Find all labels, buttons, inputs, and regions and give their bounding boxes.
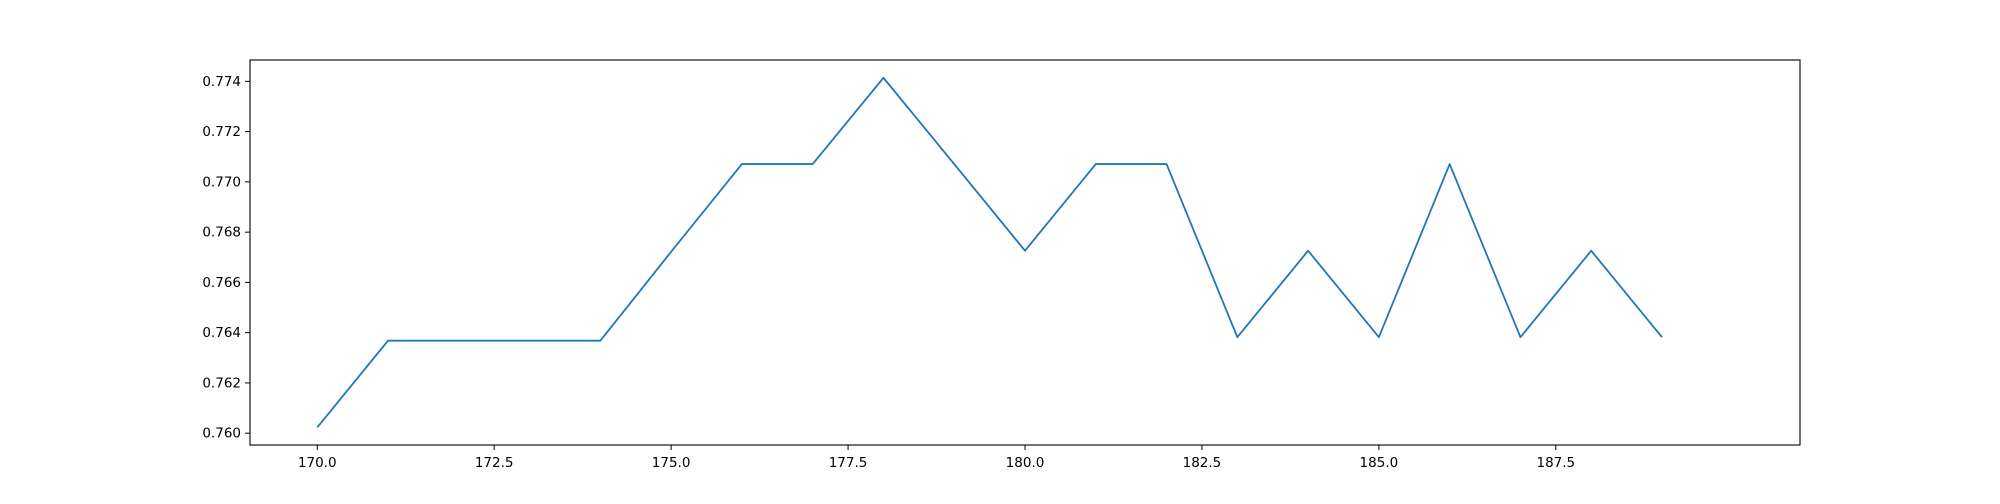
plot-area-frame xyxy=(249,59,1801,446)
y-tick-label: 0.760 xyxy=(202,426,241,442)
series-line-0 xyxy=(316,76,1663,428)
y-tick-label: 0.766 xyxy=(202,275,241,291)
x-tick-label: 182.5 xyxy=(1183,455,1222,471)
x-tick-label: 185.0 xyxy=(1360,455,1399,471)
x-tick-label: 187.5 xyxy=(1536,455,1575,471)
y-tick-label: 0.770 xyxy=(202,174,241,190)
x-tick-label: 180.0 xyxy=(1006,455,1045,471)
y-tick-label: 0.764 xyxy=(202,325,241,341)
y-tick-label: 0.762 xyxy=(202,375,241,391)
x-axis: 170.0 172.5 175.0 177.5 180.0 182.5 185.0 187.5 xyxy=(298,445,1575,471)
y-tick-label: 0.768 xyxy=(202,225,241,241)
series-layer xyxy=(316,76,1663,428)
x-tick-label: 177.5 xyxy=(829,455,868,471)
x-tick-label: 172.5 xyxy=(475,455,514,471)
y-tick-label: 0.772 xyxy=(202,124,241,140)
x-tick-label: 175.0 xyxy=(652,455,691,471)
y-tick-label: 0.774 xyxy=(202,74,241,90)
x-tick-label: 170.0 xyxy=(298,455,337,471)
y-axis: 0.760 0.762 0.764 0.766 0.768 0.770 0.772 0.774 xyxy=(202,74,250,442)
